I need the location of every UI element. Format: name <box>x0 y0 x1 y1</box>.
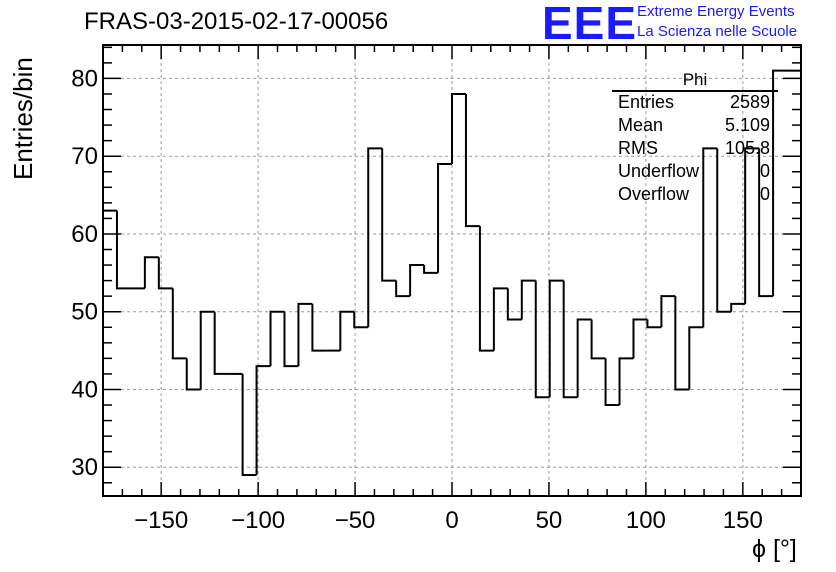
stat-row-underflow: Underflow 0 <box>618 161 770 184</box>
histogram-bin <box>311 303 327 352</box>
histogram-bars <box>102 69 801 496</box>
histogram-bin <box>269 310 285 367</box>
axis-ticks <box>102 45 802 496</box>
stat-value: 0 <box>759 161 770 181</box>
stat-label: Entries <box>618 92 675 112</box>
histogram-bin <box>478 226 494 352</box>
histogram-bin <box>492 287 508 351</box>
histogram-bin <box>199 310 215 390</box>
histogram-bin <box>562 280 578 399</box>
histogram-bin <box>632 318 648 359</box>
x-tick-label: 50 <box>536 507 563 534</box>
stat-value: 0 <box>759 184 770 204</box>
stats-divider <box>612 90 778 92</box>
histogram-bin <box>353 311 369 329</box>
stats-title: Phi <box>682 70 708 89</box>
histogram-bin <box>702 147 718 328</box>
y-tick-label: 40 <box>71 376 98 403</box>
stat-label: Mean <box>618 115 664 135</box>
stat-value: 5.109 <box>724 115 770 135</box>
y-tick-label: 70 <box>71 143 98 170</box>
histogram-bin <box>464 93 480 228</box>
histogram-bin <box>102 209 117 496</box>
histogram-bin <box>660 295 676 328</box>
histogram-bin <box>283 311 299 368</box>
histogram-bin <box>423 265 439 274</box>
x-tick-label: 100 <box>626 507 666 534</box>
histogram-bin <box>255 365 271 476</box>
histogram-bin <box>506 288 522 321</box>
histogram-bin <box>171 288 187 360</box>
histogram-bin <box>395 280 411 298</box>
stat-row-overflow: Overflow 0 <box>618 184 770 207</box>
histogram-bin <box>744 147 760 304</box>
stat-row-mean: Mean 5.109 <box>618 115 770 138</box>
brand-line-2: La Scienza nelle Scuole <box>637 23 798 40</box>
histogram-bin <box>297 302 313 367</box>
x-tick-label: −50 <box>335 507 376 534</box>
x-axis-label: ϕ [°] <box>752 535 797 563</box>
y-axis-label: Entries/bin <box>8 57 38 180</box>
y-tick-label: 80 <box>71 65 98 92</box>
x-tick-label: 150 <box>723 507 763 534</box>
stat-label: Overflow <box>618 184 690 204</box>
x-tick-label: 0 <box>445 507 458 534</box>
histogram-bin <box>367 147 383 328</box>
stat-value: 105.8 <box>724 138 770 158</box>
histogram-bin <box>576 318 592 398</box>
histogram-bin <box>716 148 732 313</box>
stat-label: Underflow <box>618 161 700 181</box>
stat-row-entries: Entries 2589 <box>618 92 770 115</box>
stat-row-rms: RMS 105.8 <box>618 138 770 161</box>
eee-logo: EEE <box>542 0 638 49</box>
brand-line-1: Extreme Energy Events <box>637 3 795 20</box>
histogram-bin <box>590 319 606 360</box>
histogram-bin <box>758 148 774 298</box>
chart-title: FRAS-03-2015-02-17-00056 <box>84 8 389 35</box>
stat-label: RMS <box>618 138 658 158</box>
histogram-bin <box>688 326 704 390</box>
histogram-bin <box>772 69 788 297</box>
stat-value: 2589 <box>729 92 770 112</box>
histogram-bin <box>618 357 634 406</box>
histogram-bin <box>115 210 131 290</box>
histogram-bin <box>534 280 550 399</box>
histogram-bin <box>646 319 662 329</box>
histogram-bin <box>548 279 564 398</box>
histogram-bin <box>185 358 201 391</box>
histogram-bin <box>730 302 746 312</box>
histogram-bin <box>674 296 690 391</box>
axis-tick-labels: −150 −100 −50 0 50 100 150 30 40 50 60 70 80 <box>71 65 763 534</box>
y-tick-label: 50 <box>71 299 98 326</box>
histogram-bin <box>143 256 159 289</box>
histogram-bin <box>520 279 536 320</box>
histogram-bin <box>409 264 425 297</box>
y-tick-label: 30 <box>71 454 98 481</box>
histogram-bin <box>437 162 452 273</box>
y-tick-label: 60 <box>71 221 98 248</box>
histogram-bin <box>381 148 397 282</box>
histogram-bin <box>604 358 620 407</box>
histogram-bin <box>241 373 257 477</box>
histogram-bin <box>451 92 466 164</box>
histogram-bin <box>339 310 355 351</box>
x-tick-label: −150 <box>134 507 188 534</box>
histogram-bin <box>213 311 229 375</box>
histogram-bin <box>157 257 173 290</box>
x-tick-label: −100 <box>231 507 285 534</box>
stats-box: Phi Entries 2589 Mean 5.109 RMS 105.8 Un… <box>612 70 778 210</box>
